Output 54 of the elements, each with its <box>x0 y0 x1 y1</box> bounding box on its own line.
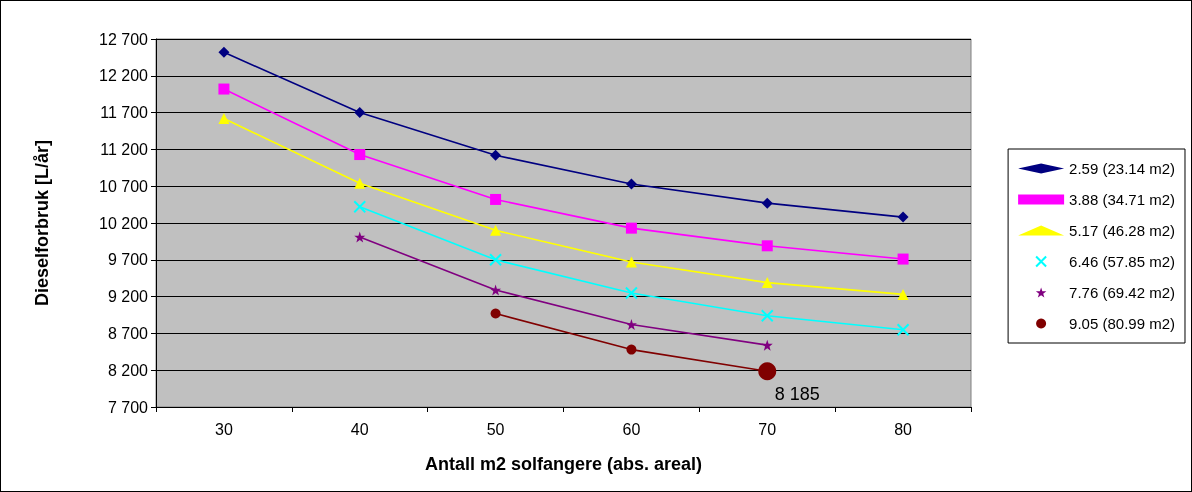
point <box>490 193 502 205</box>
y-axis-title: Dieselforbruk [L/år] <box>32 139 52 307</box>
point <box>897 211 909 223</box>
point <box>353 200 367 214</box>
point <box>897 253 909 265</box>
y-tick-label: 12 700 <box>99 30 149 48</box>
legend-label: 7.76 (69.42 m2) <box>1069 284 1176 301</box>
x-tick-label: 30 <box>215 420 233 438</box>
point <box>354 177 366 189</box>
point <box>625 256 637 268</box>
x-tick-label: 50 <box>486 420 505 438</box>
point <box>490 308 501 319</box>
legend-label: 9.05 (80.99 m2) <box>1069 315 1176 332</box>
point <box>218 46 230 58</box>
legend-label: 3.88 (34.71 m2) <box>1069 191 1176 208</box>
point <box>761 240 773 252</box>
point <box>624 286 638 300</box>
x-tick-label: 40 <box>350 420 369 438</box>
y-tick-label: 8 700 <box>107 324 149 342</box>
y-tick-label: 10 200 <box>99 214 149 232</box>
point <box>490 224 502 236</box>
point <box>354 231 366 243</box>
point <box>897 288 909 300</box>
y-tick-label: 10 700 <box>99 177 149 195</box>
point <box>761 197 773 209</box>
point <box>625 178 637 190</box>
y-tick-label: 11 700 <box>100 104 149 122</box>
y-tick-label: 11 200 <box>100 140 149 158</box>
point <box>218 83 230 95</box>
legend-label: 2.59 (23.14 m2) <box>1069 160 1176 177</box>
y-tick-label: 9 200 <box>107 288 149 306</box>
point <box>626 344 637 355</box>
point <box>354 107 366 119</box>
x-tick-label: 60 <box>622 420 641 438</box>
point <box>490 284 502 296</box>
legend-label: 5.17 (46.28 m2) <box>1069 222 1176 239</box>
y-tick-label: 9 700 <box>107 251 149 269</box>
point <box>490 149 502 161</box>
y-tick-label: 8 200 <box>107 361 149 379</box>
point <box>760 309 774 323</box>
point <box>354 149 366 161</box>
x-axis-title: Antall m2 solfangere (abs. areal) <box>424 454 703 474</box>
legend-label: 6.46 (57.85 m2) <box>1069 253 1176 270</box>
point <box>489 253 503 267</box>
y-tick-label: 12 200 <box>99 67 149 85</box>
point <box>218 112 230 124</box>
point <box>761 339 773 351</box>
y-tick-label: 7 700 <box>107 398 149 416</box>
x-tick-label: 80 <box>894 420 913 438</box>
x-tick-label: 70 <box>758 420 777 438</box>
point <box>625 222 637 234</box>
point <box>761 277 773 289</box>
point <box>896 323 910 337</box>
data-label: 8 185 <box>774 384 820 405</box>
